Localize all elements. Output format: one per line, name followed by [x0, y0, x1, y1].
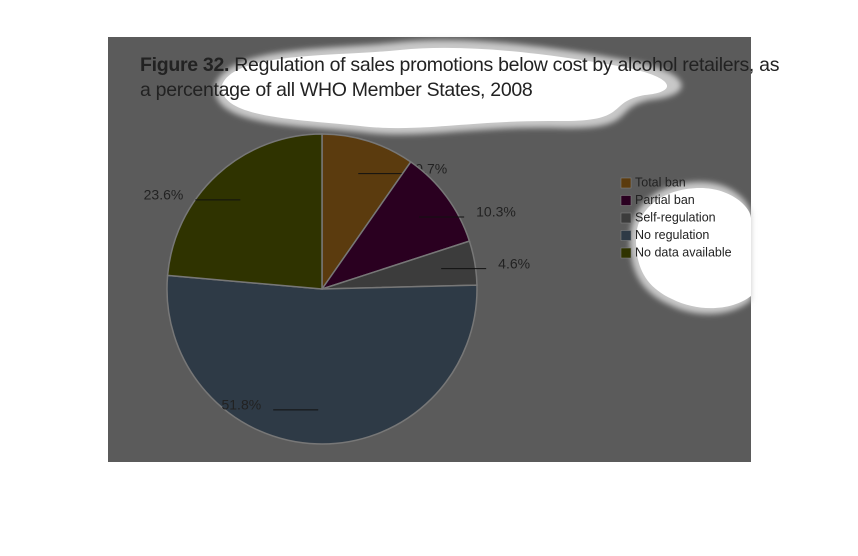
legend-label: Partial ban: [635, 193, 695, 207]
legend-label: No regulation: [635, 228, 709, 242]
data-label: 10.3%: [476, 204, 516, 220]
legend-swatch: [620, 247, 632, 259]
pie: 9.7%10.3%4.6%51.8%23.6%: [144, 133, 530, 445]
legend-swatch: [620, 177, 632, 189]
title-text: Regulation of sales promotions below cos…: [140, 54, 780, 101]
legend-label: No data available: [635, 245, 732, 259]
data-label: 23.6%: [144, 187, 184, 203]
data-label: 4.6%: [498, 255, 530, 271]
legend-label: Total ban: [635, 175, 686, 189]
pie-slice: [320, 160, 471, 291]
legend-label: Self-regulation: [635, 210, 716, 224]
highlight-blobs: [214, 40, 751, 315]
legend-swatch: [620, 212, 632, 224]
legend-swatch: [620, 195, 632, 206]
figure-label: Figure 32.: [140, 54, 230, 76]
pie-slice: [321, 133, 412, 292]
legend: Total ban Partial ban Self-regulation No re…: [620, 175, 732, 259]
pie-slice: [166, 274, 478, 445]
legend-swatch: [620, 230, 632, 241]
pie-slice: [166, 133, 323, 290]
chart-title: Figure 32. Regulation of sales promotion…: [140, 53, 780, 103]
data-label: 51.8%: [221, 397, 261, 413]
